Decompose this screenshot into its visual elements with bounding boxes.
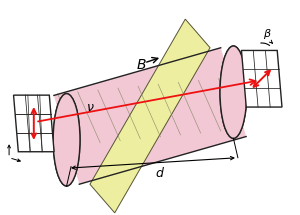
Text: B: B xyxy=(136,58,146,72)
Polygon shape xyxy=(90,19,210,213)
Text: d: d xyxy=(155,167,163,180)
Text: ν: ν xyxy=(87,101,94,114)
Polygon shape xyxy=(54,48,246,184)
Ellipse shape xyxy=(53,94,80,186)
Polygon shape xyxy=(242,51,282,107)
Polygon shape xyxy=(14,95,54,152)
Ellipse shape xyxy=(220,46,247,138)
Ellipse shape xyxy=(220,46,247,138)
Text: β: β xyxy=(263,29,270,39)
Ellipse shape xyxy=(53,94,80,186)
